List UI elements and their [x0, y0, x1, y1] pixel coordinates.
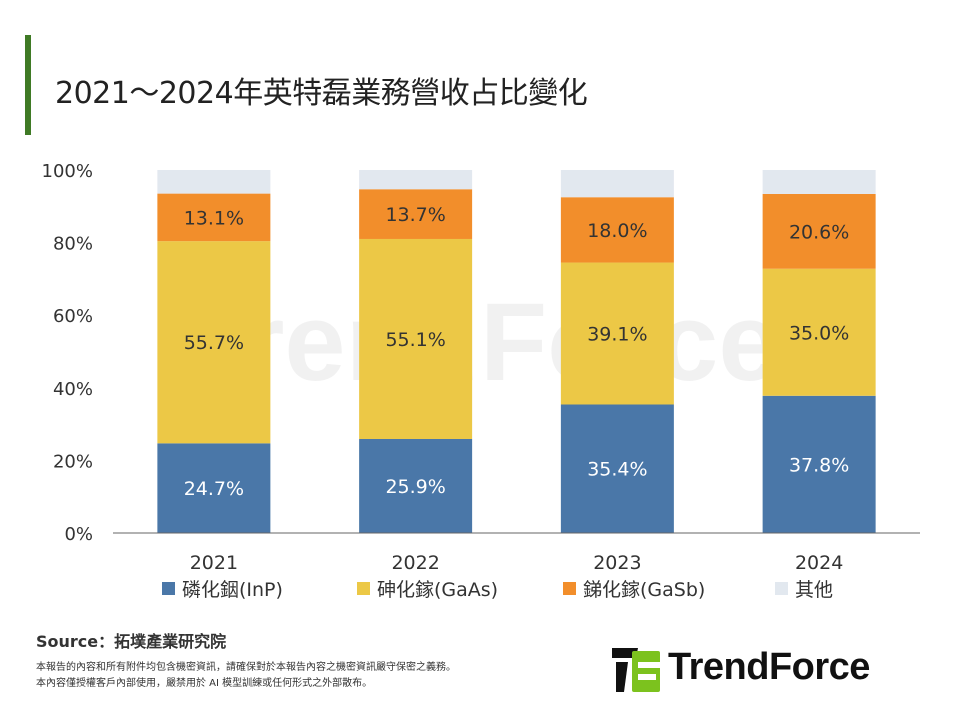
bar-segment-2021-1	[157, 241, 271, 444]
bar-segment-2023-2	[560, 197, 674, 263]
bar-segment-2023-0	[560, 404, 674, 533]
data-label: 37.8%	[789, 454, 849, 476]
disclaimer-line-2: 本內容僅授權客戶內部使用，嚴禁用於 AI 模型訓練或任何形式之外部散布。	[36, 678, 373, 689]
bar-segment-2022-3	[359, 170, 473, 190]
data-label: 39.1%	[587, 324, 647, 346]
bar-segment-2022-0	[359, 438, 473, 533]
legend-swatch	[357, 582, 370, 595]
bar-segment-2022-2	[359, 189, 473, 239]
legend-label: 砷化鎵(GaAs)	[377, 579, 498, 601]
stacked-bar-chart: TrendForce 0% 20% 40% 60% 80% 100% 24.7% 55.7% 1…	[42, 161, 920, 601]
x-tick-label: 2022	[391, 552, 439, 574]
disclaimer-line-1: 本報告的內容和所有附件均包含機密資訊，請確保對於本報告內容之機密資訊嚴守保密之義…	[36, 662, 456, 673]
legend-label: 其他	[795, 579, 833, 601]
data-label: 20.6%	[789, 221, 849, 243]
legend-label: 銻化鎵(GaSb)	[583, 579, 705, 601]
bar-segment-2024-2	[762, 193, 876, 269]
y-tick-label: 40%	[53, 379, 93, 400]
y-tick-label: 20%	[53, 451, 93, 472]
bar-segment-2024-0	[762, 395, 876, 533]
bar-segment-2021-2	[157, 193, 271, 242]
x-tick-label: 2021	[190, 552, 238, 574]
legend-swatch	[775, 582, 788, 595]
logo-text: TrendForce	[668, 646, 870, 688]
bar-segment-2023-1	[560, 262, 674, 405]
y-tick-label: 60%	[53, 306, 93, 327]
legend-swatch	[162, 582, 175, 595]
bar-segment-2023-3	[560, 170, 674, 198]
title-accent-bar	[25, 35, 31, 135]
data-label: 13.7%	[385, 204, 445, 226]
data-label: 13.1%	[184, 207, 244, 229]
trendforce-logo-icon	[612, 648, 660, 692]
data-label: 35.0%	[789, 322, 849, 344]
legend-label: 磷化銦(InP)	[182, 579, 283, 601]
y-tick-label: 0%	[64, 524, 93, 545]
x-tick-label: 2023	[593, 552, 641, 574]
data-label: 55.7%	[184, 332, 244, 354]
data-label: 55.1%	[385, 329, 445, 351]
page-title: 2021～2024年英特磊業務營收占比變化	[55, 76, 588, 111]
watermark: TrendForce	[180, 281, 779, 404]
data-label: 24.7%	[184, 478, 244, 500]
legend-swatch	[563, 582, 576, 595]
bar-segment-2021-3	[157, 170, 271, 194]
bar-segment-2021-0	[157, 443, 271, 533]
bar-segment-2024-1	[762, 268, 876, 396]
bar-segment-2024-3	[762, 170, 876, 194]
source-note: Source：拓墣產業研究院	[36, 632, 227, 651]
data-label: 35.4%	[587, 459, 647, 481]
data-label: 18.0%	[587, 220, 647, 242]
data-label: 25.9%	[385, 476, 445, 498]
bar-segment-2022-1	[359, 238, 473, 439]
y-tick-label: 80%	[53, 234, 93, 255]
x-tick-label: 2024	[795, 552, 843, 574]
y-tick-label: 100%	[42, 161, 93, 182]
